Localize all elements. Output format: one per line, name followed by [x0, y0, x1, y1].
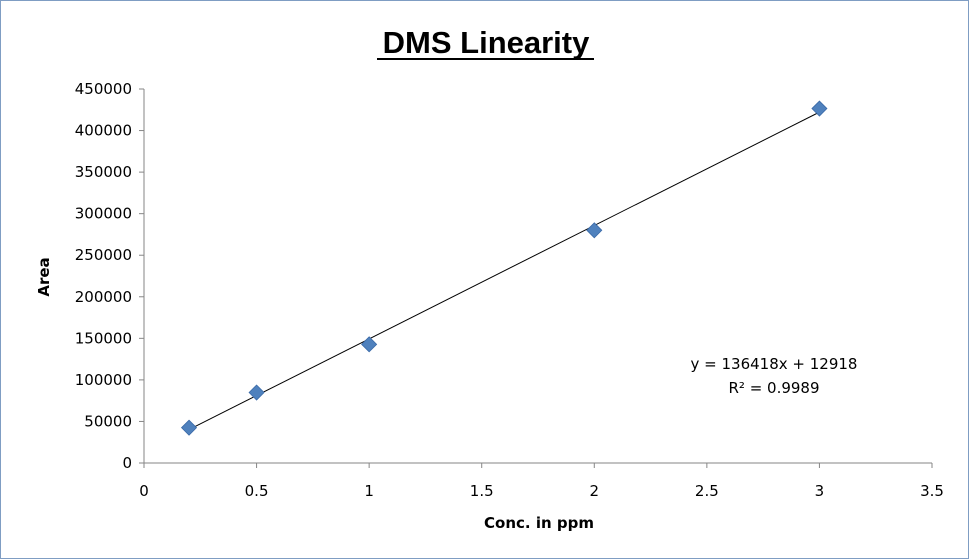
x-tick-label: 1.5 — [470, 482, 494, 500]
y-tick-label: 0 — [122, 454, 132, 472]
y-tick-label: 300000 — [75, 205, 132, 223]
data-point-marker — [248, 384, 265, 401]
x-tick-label: 1 — [364, 482, 374, 500]
data-point-marker — [586, 222, 603, 239]
x-tick-label: 3 — [815, 482, 825, 500]
trendline-layer — [188, 111, 820, 431]
plot-axes — [143, 89, 932, 464]
y-tick-label: 150000 — [75, 329, 132, 347]
x-axis-ticks: 0 0.5 1 1.5 2 2.5 3 3.5 — [139, 463, 944, 500]
x-tick-label: 3.5 — [920, 482, 944, 500]
chart-title: DMS Linearity — [383, 25, 590, 60]
y-tick-label: 50000 — [84, 412, 132, 430]
y-axis-ticks: 0 50000 100000 150000 200000 250000 300000 3500… — [75, 80, 144, 472]
y-tick-label: 450000 — [75, 80, 132, 98]
x-tick-label: 2 — [590, 482, 600, 500]
y-tick-label: 400000 — [75, 122, 132, 140]
trendline-equation: y = 136418x + 12918 — [691, 355, 858, 373]
y-tick-label: 100000 — [75, 371, 132, 389]
x-tick-label: 0.5 — [245, 482, 269, 500]
y-tick-label: 200000 — [75, 288, 132, 306]
r-squared-label: R² = 0.9989 — [728, 379, 819, 397]
trendline — [188, 111, 820, 431]
x-axis-label: Conc. in ppm — [484, 514, 594, 532]
data-point-marker — [180, 419, 198, 436]
data-point-marker — [811, 100, 828, 117]
y-tick-label: 350000 — [75, 163, 132, 181]
data-points — [180, 100, 828, 436]
y-tick-label: 250000 — [75, 246, 132, 264]
data-point-marker — [361, 336, 378, 353]
x-tick-label: 0 — [139, 482, 149, 500]
x-tick-label: 2.5 — [695, 482, 719, 500]
y-axis-label: Area — [35, 257, 53, 296]
